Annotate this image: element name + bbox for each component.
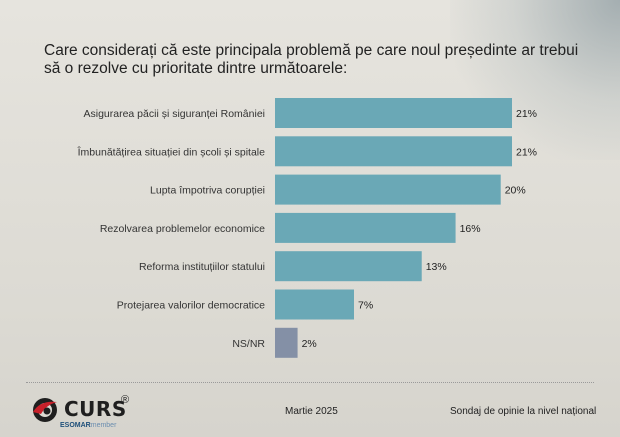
logo-esomar: ESOMARmember — [60, 422, 116, 429]
bar — [275, 98, 512, 128]
bar — [275, 289, 354, 320]
logo-text: CURS — [64, 397, 127, 421]
category-label: Asigurarea păcii și siguranței României — [83, 108, 265, 120]
bar — [275, 174, 501, 205]
category-label: Protejarea valorilor democratice — [117, 300, 265, 312]
logo-esomar-main: ESOMAR — [60, 422, 91, 429]
category-label: NS/NR — [232, 338, 265, 350]
category-label: Rezolvarea problemelor economice — [100, 223, 265, 235]
category-label: Reforma instituțiilor statului — [139, 261, 265, 273]
value-label: 21% — [516, 108, 537, 120]
logo-registered: ® — [121, 394, 130, 406]
footer-survey: Sondaj de opinie la nivel național — [450, 406, 597, 417]
value-label: 21% — [516, 146, 537, 158]
value-label: 7% — [358, 300, 373, 312]
bar — [275, 327, 298, 358]
curs-logo: CURS ® ESOMARmember — [30, 394, 140, 434]
logo-esomar-member: member — [90, 422, 117, 429]
value-label: 16% — [460, 223, 481, 235]
value-label: 2% — [302, 338, 317, 350]
bar — [275, 212, 456, 243]
category-label: Îmbunătățirea situației din școli și spi… — [77, 145, 266, 158]
value-label: 20% — [505, 185, 526, 197]
chart-title: Care considerați că este principala prob… — [44, 42, 579, 77]
value-label: 13% — [426, 261, 447, 273]
bar — [275, 136, 512, 167]
logo-mark-icon — [33, 398, 57, 422]
footer-divider — [26, 382, 594, 383]
bar-chart: Asigurarea păcii și siguranței României 2… — [77, 98, 537, 358]
bar — [275, 251, 422, 282]
footer-date: Martie 2025 — [285, 406, 338, 417]
category-label: Lupta împotriva corupției — [150, 185, 265, 197]
